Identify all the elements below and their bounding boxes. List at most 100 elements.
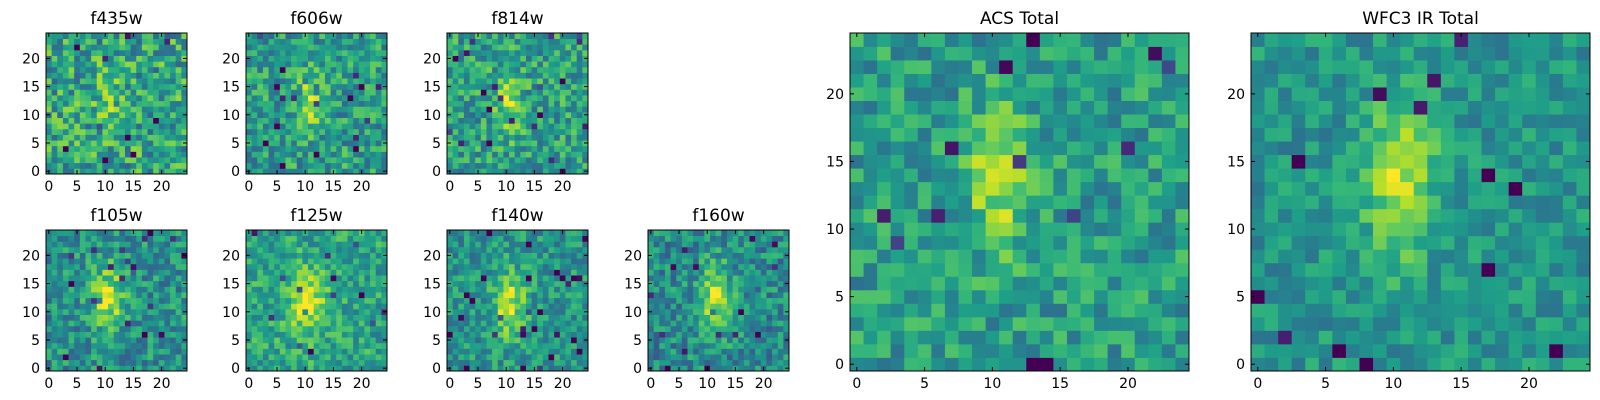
heatmap-cell bbox=[571, 38, 578, 45]
heatmap-cell bbox=[452, 33, 459, 40]
heatmap-cell bbox=[375, 66, 382, 73]
heatmap-cell bbox=[693, 258, 700, 265]
heatmap-cell bbox=[565, 44, 572, 51]
heatmap-cell bbox=[246, 89, 253, 96]
heatmap-cell bbox=[91, 263, 98, 270]
heatmap-cell bbox=[308, 162, 315, 169]
heatmap-cell bbox=[381, 246, 388, 253]
heatmap-cell bbox=[370, 61, 377, 68]
heatmap-cell bbox=[324, 72, 331, 79]
heatmap-cell bbox=[492, 331, 499, 338]
heatmap-cell bbox=[548, 235, 555, 242]
heatmap-cell bbox=[251, 61, 258, 68]
heatmap-cell bbox=[958, 316, 973, 331]
heatmap-cell bbox=[130, 235, 137, 242]
heatmap-cell bbox=[108, 128, 115, 135]
heatmap-cell bbox=[141, 280, 148, 287]
heatmap-cell bbox=[548, 38, 555, 45]
heatmap-cell bbox=[341, 292, 348, 299]
heatmap-cell bbox=[296, 235, 303, 242]
heatmap-cell bbox=[108, 134, 115, 141]
heatmap-cell bbox=[582, 241, 589, 248]
heatmap-cell bbox=[330, 117, 337, 124]
heatmap-cell bbox=[738, 342, 745, 349]
heatmap-cell bbox=[141, 235, 148, 242]
heatmap-cell bbox=[576, 235, 583, 242]
heatmap-cell bbox=[760, 269, 767, 276]
heatmap-cell bbox=[302, 72, 309, 79]
heatmap-cell bbox=[732, 297, 739, 304]
heatmap-cell bbox=[74, 292, 81, 299]
heatmap-cell bbox=[68, 145, 75, 152]
heatmap-cell bbox=[525, 258, 532, 265]
heatmap-cell bbox=[51, 308, 58, 315]
heatmap-cell bbox=[279, 83, 286, 90]
heatmap-cell bbox=[79, 258, 86, 265]
heatmap-cell bbox=[302, 308, 309, 315]
heatmap-cell bbox=[659, 252, 666, 259]
heatmap-cell bbox=[347, 140, 354, 147]
heatmap-cell bbox=[341, 151, 348, 158]
heatmap-cell bbox=[576, 314, 583, 321]
heatmap-cell bbox=[46, 117, 53, 124]
heatmap-cell bbox=[353, 117, 360, 124]
heatmap-cell bbox=[85, 308, 92, 315]
heatmap-cell bbox=[381, 145, 388, 152]
heatmap-cell bbox=[108, 292, 115, 299]
heatmap-cell bbox=[582, 61, 589, 68]
heatmap-cell bbox=[542, 331, 549, 338]
heatmap-cell bbox=[313, 359, 320, 366]
heatmap-cell bbox=[653, 359, 660, 366]
heatmap-cell bbox=[136, 66, 143, 73]
y-tick-label: 20 bbox=[423, 248, 441, 264]
heatmap-cell bbox=[1080, 235, 1095, 250]
heatmap-cell bbox=[85, 314, 92, 321]
heatmap-cell bbox=[158, 72, 165, 79]
heatmap-cell bbox=[772, 314, 779, 321]
heatmap-cell bbox=[1012, 330, 1027, 345]
heatmap-cell bbox=[353, 325, 360, 332]
heatmap-cell bbox=[341, 337, 348, 344]
heatmap-cell bbox=[68, 342, 75, 349]
heatmap-cell bbox=[931, 330, 946, 345]
heatmap-cell bbox=[492, 128, 499, 135]
heatmap-cell bbox=[268, 95, 275, 102]
heatmap-cell bbox=[68, 111, 75, 118]
heatmap-cell bbox=[68, 320, 75, 327]
heatmap-cell bbox=[509, 275, 516, 282]
heatmap-cell bbox=[738, 359, 745, 366]
heatmap-cell bbox=[559, 320, 566, 327]
heatmap-cell bbox=[85, 241, 92, 248]
heatmap-cell bbox=[648, 258, 655, 265]
heatmap-cell bbox=[246, 106, 253, 113]
heatmap-cell bbox=[1134, 168, 1149, 183]
heatmap-cell bbox=[469, 269, 476, 276]
heatmap-cell bbox=[576, 151, 583, 158]
heatmap-cell bbox=[503, 134, 510, 141]
heatmap-cell bbox=[469, 280, 476, 287]
heatmap-cell bbox=[119, 157, 126, 164]
heatmap-cell bbox=[91, 106, 98, 113]
heatmap-cell bbox=[525, 241, 532, 248]
heatmap-cell bbox=[664, 241, 671, 248]
heatmap-cell bbox=[79, 365, 86, 372]
heatmap-cell bbox=[497, 61, 504, 68]
heatmap-cell bbox=[119, 83, 126, 90]
heatmap-cell bbox=[108, 61, 115, 68]
heatmap-cell bbox=[85, 66, 92, 73]
heatmap-cell bbox=[113, 117, 120, 124]
heatmap-cell bbox=[458, 44, 465, 51]
heatmap-cell bbox=[268, 342, 275, 349]
heatmap-cell bbox=[653, 331, 660, 338]
heatmap-cell bbox=[1121, 343, 1136, 358]
heatmap-cell bbox=[726, 320, 733, 327]
heatmap-cell bbox=[141, 89, 148, 96]
heatmap-cell bbox=[999, 222, 1014, 237]
x-tick-label: 20 bbox=[353, 376, 371, 392]
heatmap-cell bbox=[62, 354, 69, 361]
heatmap-cell bbox=[381, 123, 388, 130]
heatmap-cell bbox=[330, 263, 337, 270]
heatmap-cell bbox=[246, 235, 253, 242]
heatmap-cell bbox=[659, 246, 666, 253]
heatmap-cell bbox=[571, 78, 578, 85]
